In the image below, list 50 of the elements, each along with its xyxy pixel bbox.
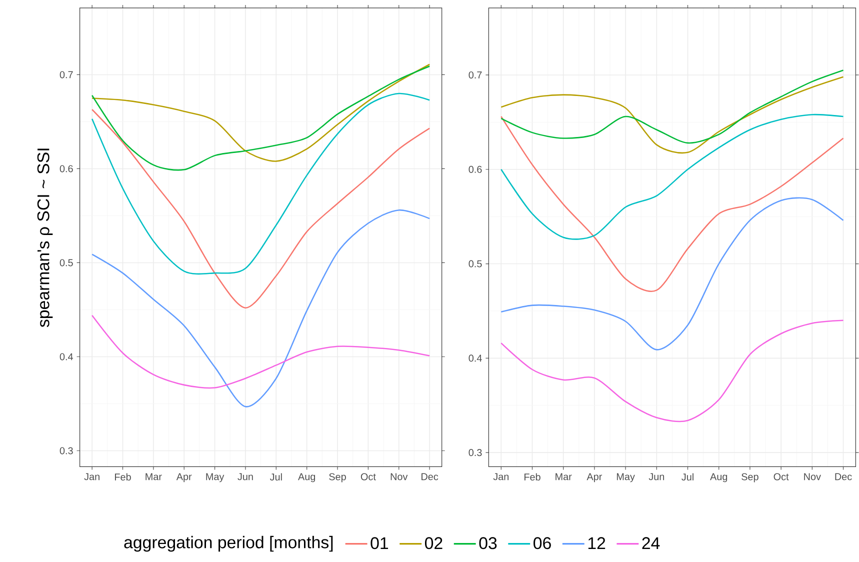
line-series	[91, 314, 430, 388]
y-tick-label: 0.6	[468, 166, 482, 173]
x-tick-label: Apr	[586, 472, 602, 482]
x-tick-label: Dec	[422, 472, 438, 480]
x-tick-label: Oct	[360, 473, 376, 480]
line-series	[91, 92, 430, 274]
line-series	[500, 116, 844, 292]
y-tick-label: 0.7	[468, 71, 482, 78]
legend-label: 12	[588, 536, 606, 549]
line-series	[91, 209, 430, 407]
line-series	[500, 69, 844, 144]
x-tick-label: Jan	[84, 472, 100, 480]
x-tick-label: Sep	[742, 473, 758, 482]
x-tick-label: Feb	[524, 472, 540, 480]
x-tick-label: Dec	[835, 472, 852, 480]
x-tick-label: Sep	[329, 473, 346, 482]
line-series	[500, 76, 844, 154]
y-tick-label: 0.4	[60, 352, 74, 360]
x-tick-label: Jun	[238, 472, 253, 480]
x-tick-label: Mar	[146, 472, 162, 480]
line-series	[91, 108, 430, 308]
legend-title: aggregation period [months]	[124, 536, 333, 552]
y-tick-label: 0.3	[468, 448, 482, 456]
x-tick-label: May	[206, 472, 224, 482]
x-tick-label: Nov	[390, 472, 408, 480]
x-tick-label: Feb	[115, 472, 131, 480]
x-tick-label: Jul	[270, 472, 282, 480]
x-tick-label: Jun	[648, 472, 664, 480]
x-tick-label: Oct	[774, 473, 789, 480]
y-tick-label: 0.4	[468, 354, 482, 362]
line-series	[500, 320, 844, 422]
x-tick-label: Mar	[556, 472, 572, 480]
legend-label: 01	[370, 536, 388, 549]
legend-label: 06	[534, 536, 551, 549]
x-tick-label: May	[616, 472, 635, 482]
legend-label: 02	[424, 536, 442, 549]
x-tick-label: Aug	[298, 472, 316, 482]
legend-label: 24	[642, 536, 660, 549]
y-axis-title: spearman's ρ SCI ~ SSI	[37, 148, 53, 327]
x-tick-label: Jul	[682, 472, 694, 480]
legend-label: 03	[479, 536, 497, 549]
x-tick-label: Nov	[804, 472, 821, 480]
x-tick-label: Apr	[176, 472, 192, 482]
y-tick-label: 0.5	[468, 260, 482, 268]
y-tick-label: 0.7	[60, 70, 73, 78]
y-tick-label: 0.3	[60, 447, 73, 454]
x-tick-label: Aug	[710, 472, 728, 482]
x-tick-label: Jan	[493, 472, 508, 480]
y-tick-label: 0.6	[60, 164, 73, 172]
y-tick-label: 0.5	[60, 258, 73, 266]
